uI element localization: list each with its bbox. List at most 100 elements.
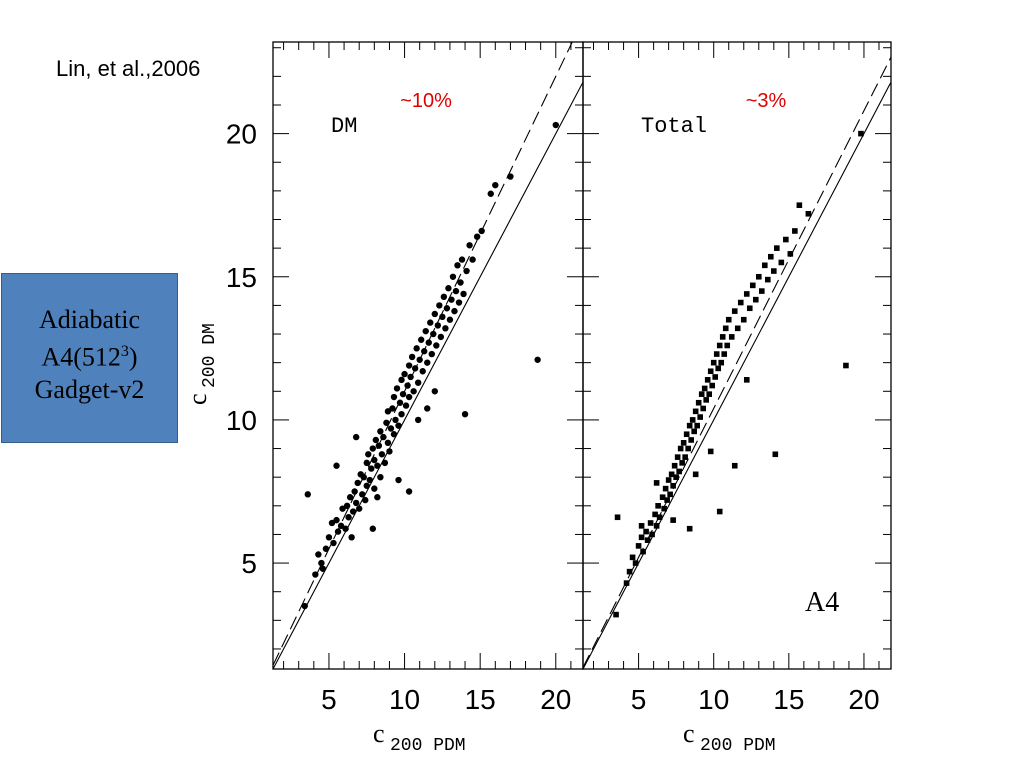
data-point bbox=[343, 502, 351, 510]
data-point bbox=[330, 539, 337, 547]
data-point bbox=[805, 210, 812, 217]
data-point bbox=[452, 287, 460, 295]
data-point bbox=[377, 428, 384, 435]
data-point bbox=[363, 482, 370, 489]
data-point bbox=[348, 534, 355, 541]
data-point bbox=[691, 428, 697, 435]
data-point bbox=[674, 454, 681, 460]
data-point bbox=[688, 437, 694, 443]
data-point bbox=[424, 359, 431, 366]
data-point bbox=[694, 422, 700, 429]
data-point bbox=[369, 445, 377, 452]
data-point bbox=[383, 419, 390, 426]
data-point bbox=[772, 451, 779, 458]
x-tick-label: 10 bbox=[698, 684, 729, 715]
data-point bbox=[455, 299, 463, 306]
data-point bbox=[492, 181, 499, 189]
data-point bbox=[374, 462, 381, 469]
data-point bbox=[454, 262, 461, 269]
data-point bbox=[713, 351, 720, 357]
x-tick-label: 20 bbox=[540, 684, 571, 715]
data-point bbox=[404, 382, 411, 389]
data-point bbox=[671, 462, 678, 469]
data-point bbox=[640, 548, 646, 555]
data-point bbox=[398, 410, 405, 418]
data-point bbox=[743, 291, 750, 297]
fit-line-dashed bbox=[583, 56, 891, 668]
data-point bbox=[417, 336, 425, 343]
data-point bbox=[419, 368, 426, 375]
data-point bbox=[346, 494, 354, 501]
data-point bbox=[398, 376, 405, 384]
data-point bbox=[712, 374, 719, 380]
data-point bbox=[448, 296, 455, 303]
citation-text: Lin, et al.,2006 bbox=[56, 56, 201, 81]
scatter-annotation: ~3% bbox=[746, 90, 787, 112]
data-point bbox=[366, 476, 373, 484]
data-point bbox=[728, 334, 735, 340]
data-point bbox=[692, 471, 699, 478]
data-point bbox=[390, 393, 398, 401]
data-point bbox=[449, 273, 457, 280]
data-point bbox=[428, 350, 435, 358]
data-point bbox=[701, 385, 708, 392]
data-point bbox=[451, 307, 458, 315]
data-point bbox=[653, 523, 660, 529]
data-point bbox=[722, 325, 729, 332]
info-line-resolution: A4(5123) bbox=[2, 336, 177, 374]
data-point bbox=[755, 273, 762, 280]
data-point bbox=[743, 377, 750, 383]
data-point bbox=[746, 305, 753, 312]
data-point bbox=[414, 379, 422, 386]
data-point bbox=[425, 339, 432, 346]
data-point bbox=[333, 462, 340, 469]
data-point bbox=[372, 436, 380, 444]
data-point bbox=[686, 422, 693, 429]
one-to-one-line bbox=[583, 81, 891, 669]
data-point bbox=[392, 416, 399, 424]
x-axis-label-sub: 200 PDM bbox=[700, 736, 776, 756]
data-point bbox=[653, 480, 660, 486]
y-tick-label: 10 bbox=[226, 405, 257, 436]
data-point bbox=[703, 397, 709, 403]
data-point bbox=[322, 545, 330, 552]
data-point bbox=[792, 228, 798, 234]
data-point bbox=[643, 528, 649, 535]
data-point bbox=[431, 310, 439, 318]
data-point bbox=[716, 342, 723, 349]
data-point bbox=[623, 580, 630, 586]
data-point bbox=[351, 488, 358, 495]
data-point bbox=[349, 508, 357, 515]
data-point bbox=[626, 568, 633, 575]
data-point bbox=[758, 288, 765, 294]
data-point bbox=[552, 121, 559, 129]
data-point bbox=[719, 334, 726, 340]
data-point bbox=[381, 459, 389, 467]
data-point bbox=[771, 268, 777, 274]
data-point bbox=[644, 537, 651, 543]
data-point bbox=[843, 362, 849, 369]
data-point bbox=[355, 505, 363, 512]
data-point bbox=[371, 485, 378, 492]
data-point bbox=[362, 496, 369, 504]
data-point bbox=[319, 565, 327, 572]
data-point bbox=[682, 454, 688, 460]
data-point bbox=[761, 262, 768, 269]
data-point bbox=[638, 523, 645, 529]
data-point bbox=[652, 511, 658, 518]
data-point bbox=[334, 528, 342, 535]
data-point bbox=[440, 293, 448, 301]
data-point bbox=[664, 497, 670, 503]
data-point bbox=[414, 416, 422, 424]
data-point bbox=[709, 382, 716, 389]
data-point bbox=[377, 473, 384, 481]
data-point bbox=[469, 256, 476, 263]
simulation-info-box: Adiabatic A4(5123) Gadget-v2 bbox=[1, 273, 178, 443]
data-point bbox=[443, 305, 451, 312]
data-point bbox=[638, 534, 645, 541]
scatter-annotation: ~10% bbox=[400, 90, 452, 112]
data-point bbox=[667, 491, 673, 498]
